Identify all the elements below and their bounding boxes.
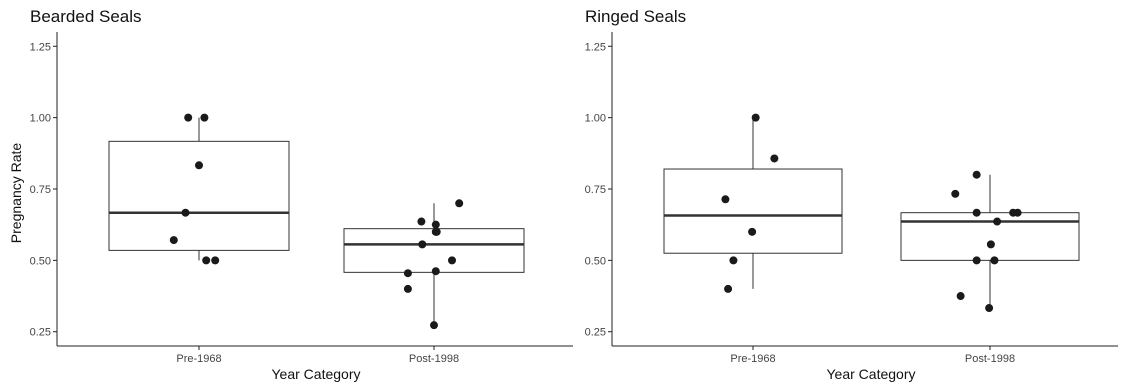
ringed-data-point xyxy=(748,227,757,236)
ringed-data-point xyxy=(724,284,733,293)
bearded-y-tick-label: 0.75 xyxy=(30,184,51,196)
bearded-seals-panel: Bearded Seals Pregnancy Rate Year Catego… xyxy=(8,7,573,382)
bearded-data-point xyxy=(195,161,203,170)
bearded-pre-1968-box xyxy=(108,140,290,251)
bearded-x-tick-label: Pre-1968 xyxy=(176,353,221,365)
ringed-data-point xyxy=(972,170,981,179)
bearded-data-point xyxy=(432,227,441,236)
bearded-data-point xyxy=(448,256,456,265)
ringed-seals-panel: Ringed Seals Year Category 0.25 0.50 0.75 1… xyxy=(585,7,1118,382)
bearded-data-point xyxy=(181,208,190,217)
bearded-data-point xyxy=(455,199,464,208)
bearded-data-point xyxy=(418,240,427,249)
ringed-y-tick-label: 0.50 xyxy=(585,255,606,267)
ringed-post-1998-box xyxy=(900,212,1080,261)
ringed-data-point xyxy=(993,217,1002,226)
bearded-x-tick-label: Post-1998 xyxy=(409,353,459,365)
bearded-data-point xyxy=(200,113,209,122)
ringed-data-point xyxy=(770,154,779,163)
bearded-y-tick-label: 0.50 xyxy=(30,255,51,267)
ringed-data-point xyxy=(990,256,999,265)
ringed-data-point xyxy=(1013,208,1022,217)
bearded-y-tick-label: 1.25 xyxy=(30,41,51,53)
ringed-data-point xyxy=(751,113,760,122)
ringed-y-tick-label: 0.75 xyxy=(585,184,606,196)
bearded-data-point xyxy=(431,267,440,276)
ringed-x-tick-label: Pre-1968 xyxy=(730,353,775,365)
ringed-data-point xyxy=(729,256,738,265)
ringed-data-point xyxy=(951,189,960,198)
ringed-data-point xyxy=(956,292,965,301)
bearded-data-point xyxy=(430,321,438,330)
bearded-y-tick-label: 1.00 xyxy=(30,113,51,125)
bearded-data-point xyxy=(184,113,193,122)
bearded-y-tick-label: 0.25 xyxy=(30,327,51,339)
ringed-data-point xyxy=(972,256,981,265)
bearded-data-point xyxy=(403,284,412,293)
ringed-data-point xyxy=(972,208,981,217)
bearded-seals-x-axis-title: Year Category xyxy=(272,366,361,382)
bearded-data-point xyxy=(169,236,178,245)
bearded-data-point xyxy=(403,269,412,278)
bearded-data-point xyxy=(431,220,440,229)
bearded-data-point xyxy=(211,256,220,265)
ringed-data-point xyxy=(721,195,730,204)
bearded-data-point xyxy=(417,217,426,226)
ringed-y-tick-label: 1.25 xyxy=(585,41,606,53)
ringed-data-point xyxy=(986,240,995,249)
ringed-pre-1968-box xyxy=(663,168,843,254)
ringed-y-tick-label: 0.25 xyxy=(585,327,606,339)
ringed-seals-x-axis-title: Year Category xyxy=(827,366,916,382)
bearded-seals-title: Bearded Seals xyxy=(30,7,142,26)
ringed-x-tick-label: Post-1998 xyxy=(965,353,1015,365)
ringed-y-tick-label: 1.00 xyxy=(585,113,606,125)
ringed-data-point xyxy=(985,304,994,313)
bearded-post-1998-box xyxy=(343,228,525,273)
bearded-data-point xyxy=(202,256,211,265)
ringed-seals-title: Ringed Seals xyxy=(585,7,686,26)
bearded-seals-y-axis-title: Pregnancy Rate xyxy=(8,143,24,244)
